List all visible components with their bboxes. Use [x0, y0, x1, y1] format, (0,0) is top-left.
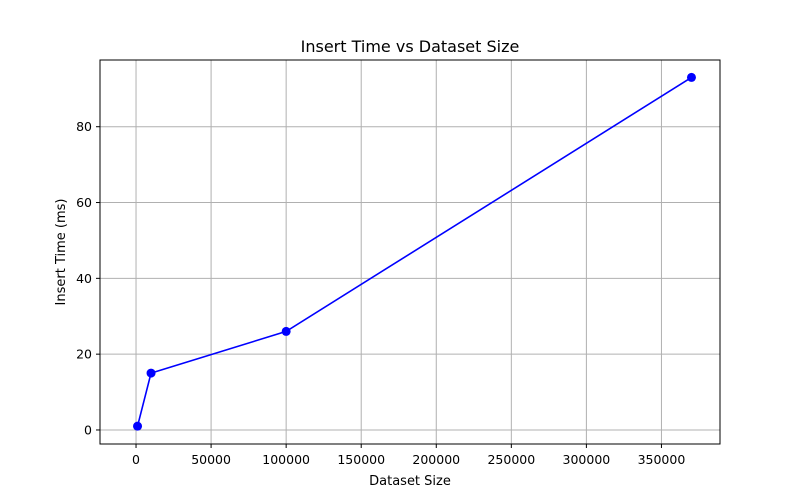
x-tick-label: 300000 — [563, 452, 611, 467]
grid — [100, 60, 720, 444]
y-tick-label: 0 — [84, 422, 92, 437]
y-tick-label: 20 — [76, 347, 92, 362]
x-tick-label: 200000 — [412, 452, 460, 467]
data-point — [133, 421, 143, 431]
y-tick-label: 40 — [76, 271, 92, 286]
x-tick-label: 250000 — [487, 452, 535, 467]
series-layer — [133, 72, 696, 431]
x-tick-label: 350000 — [638, 452, 686, 467]
x-axis-label: Dataset Size — [369, 474, 451, 489]
x-tick-label: 50000 — [191, 452, 231, 467]
plot-frame — [99, 59, 721, 445]
x-tick-label: 100000 — [262, 452, 310, 467]
y-tick-label: 60 — [76, 195, 92, 210]
x-tick-label: 150000 — [337, 452, 385, 467]
y-axis-ticks: 0 20 40 60 80 — [76, 119, 100, 437]
y-axis-label: Insert Time (ms) — [54, 199, 69, 306]
y-tick-label: 80 — [76, 119, 92, 134]
chart-title: Insert Time vs Dataset Size — [301, 37, 520, 56]
data-point — [281, 326, 291, 336]
data-point — [686, 72, 696, 82]
x-axis-ticks: 0 50000 100000 150000 200000 250000 300000 3500… — [132, 444, 685, 467]
x-tick-label: 0 — [132, 452, 140, 467]
data-point — [146, 368, 156, 378]
series-line — [136, 76, 692, 427]
